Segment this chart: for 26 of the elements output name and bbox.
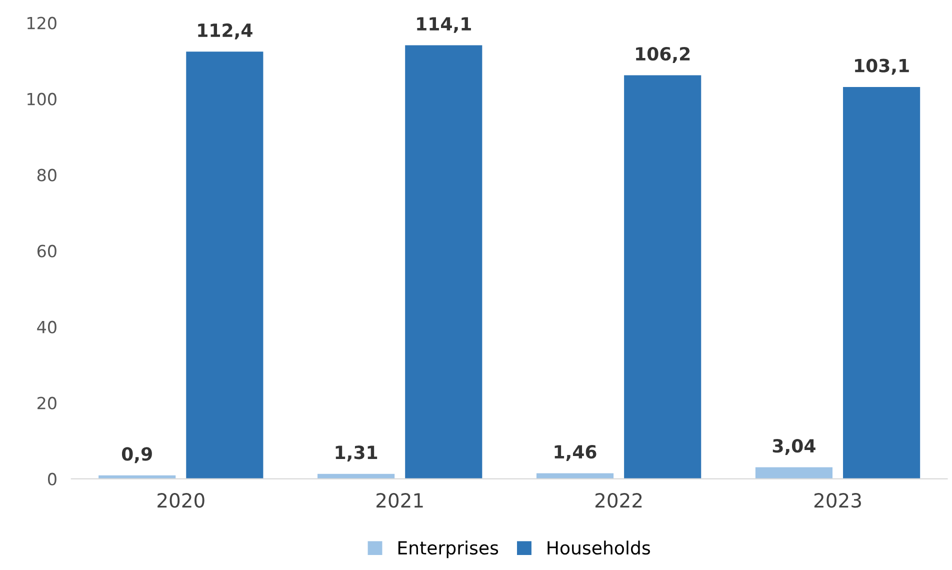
x-tick-label: 2021 [376, 493, 423, 508]
y-tick-label: 120 [28, 16, 56, 30]
data-label: 0,9 [122, 447, 152, 464]
data-label: 1,31 [336, 446, 378, 462]
bar [405, 45, 482, 479]
legend-label: Enterprises [398, 540, 498, 558]
x-tick-label: 2022 [595, 493, 642, 508]
data-label: 114,1 [417, 17, 471, 33]
data-label: 103,1 [855, 58, 909, 75]
y-tick-label: 100 [28, 92, 56, 106]
legend-label: Households [548, 540, 650, 555]
x-tick-label: 2023 [814, 493, 861, 508]
data-label: 1,46 [554, 445, 596, 461]
bar [186, 52, 264, 479]
data-label: 112,4 [198, 23, 252, 40]
data-label: 3,04 [772, 438, 816, 455]
y-tick-label: 20 [38, 396, 56, 410]
bar [755, 467, 833, 479]
bar [624, 75, 702, 479]
y-tick-label: 60 [37, 244, 56, 258]
y-tick-label: 0 [48, 472, 56, 486]
y-tick-label: 40 [37, 320, 56, 334]
x-tick-label: 2020 [158, 493, 204, 508]
bar [843, 87, 920, 479]
data-label: 106,2 [636, 46, 690, 63]
y-tick-label: 80 [37, 168, 56, 182]
